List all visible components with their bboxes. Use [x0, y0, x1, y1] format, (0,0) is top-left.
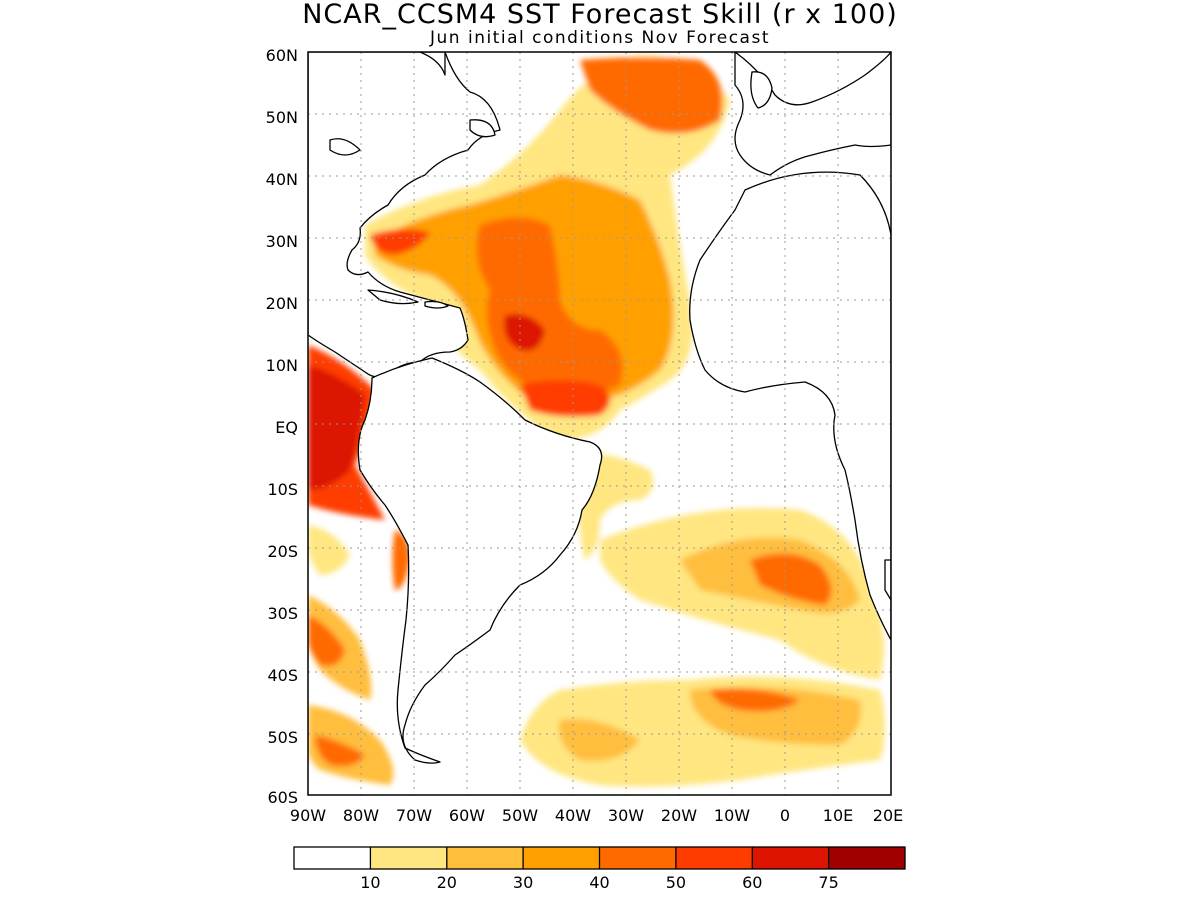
colorbar-swatch	[675, 847, 753, 869]
lon-label: 20E	[873, 806, 903, 825]
lon-label: 20W	[661, 806, 697, 825]
skill-region-equatorial-atlantic	[520, 380, 610, 417]
lat-label: 40N	[266, 170, 298, 189]
skill-region-north-atlantic-core	[476, 217, 623, 397]
map-frame	[307, 51, 892, 796]
lat-label: EQ	[275, 418, 298, 437]
lon-label: 10W	[714, 806, 750, 825]
colorbar: 10 20 30 40 50 60 75	[293, 846, 906, 892]
colorbar-swatch	[370, 847, 447, 869]
skill-region-drake-passage	[308, 705, 394, 785]
colorbar-swatch	[752, 847, 829, 869]
lat-label: 60N	[266, 46, 298, 65]
lon-label: 80W	[343, 806, 379, 825]
lat-label: 50N	[266, 108, 298, 127]
colorbar-label: 60	[742, 873, 762, 892]
land	[308, 52, 891, 764]
colorbar-label: 10	[360, 873, 380, 892]
skill-region-south-atlantic-patch	[559, 719, 640, 761]
colorbar-label: 40	[589, 873, 609, 892]
lat-axis: 60N 50N 40N 30N 20N 10N EQ 10S 20S 30S 4…	[266, 46, 298, 807]
graticule	[308, 52, 891, 795]
lat-label: 10S	[267, 480, 298, 499]
britain-land	[750, 71, 773, 109]
lon-axis: 90W 80W 70W 60W 50W 40W 30W 20W 10W 0 10…	[290, 806, 903, 825]
skill-region-gulf-stream	[370, 229, 430, 255]
hispaniola-land	[424, 300, 449, 309]
colorbar-swatch	[523, 847, 600, 869]
lon-label: 60W	[449, 806, 485, 825]
newfoundland-land	[469, 119, 496, 138]
colorbar-swatch	[446, 847, 524, 869]
lat-label: 30N	[266, 232, 298, 251]
lon-label: 10E	[823, 806, 853, 825]
skill-region-north-atlantic-max	[504, 314, 545, 351]
colorbar-swatch	[599, 847, 676, 869]
skill-region-drake-passage-core	[315, 735, 365, 767]
lon-label: 40W	[555, 806, 591, 825]
lon-label: 30W	[608, 806, 644, 825]
lon-label: 50W	[502, 806, 538, 825]
skill-region-pacific-subtropical	[308, 525, 350, 575]
cuba-land	[367, 289, 419, 305]
lon-label: 0	[780, 806, 790, 825]
skill-region-southeast-pacific-core	[308, 615, 345, 666]
south-america-land	[357, 357, 603, 764]
lat-label: 40S	[267, 666, 298, 685]
colorbar-label: 30	[513, 873, 533, 892]
lat-label: 50S	[267, 728, 298, 747]
madagascar-land	[884, 559, 891, 601]
lat-label: 10N	[266, 356, 298, 375]
great-lakes	[329, 138, 361, 156]
lat-label: 20N	[266, 294, 298, 313]
lon-label: 90W	[290, 806, 326, 825]
colorbar-swatch	[828, 847, 905, 869]
map-subtitle: Jun initial conditions Nov Forecast	[430, 28, 770, 48]
map-title: NCAR_CCSM4 SST Forecast Skill (r x 100)	[302, 0, 898, 30]
colorbar-label: 20	[437, 873, 457, 892]
colorbar-label: 50	[666, 873, 686, 892]
lat-label: 60S	[267, 788, 298, 807]
colorbar-swatch	[294, 847, 371, 869]
colorbar-label: 75	[818, 873, 838, 892]
lon-label: 70W	[396, 806, 432, 825]
africa-land	[689, 171, 891, 641]
lat-label: 30S	[267, 604, 298, 623]
lat-label: 20S	[267, 542, 298, 561]
skill-region-benguela-core	[750, 553, 832, 605]
skill-region-peru-coast	[392, 530, 410, 590]
greenland-land	[419, 52, 446, 76]
skill-region-east-pacific-core	[308, 365, 365, 490]
skill-region-southern-belt-core	[710, 688, 800, 712]
